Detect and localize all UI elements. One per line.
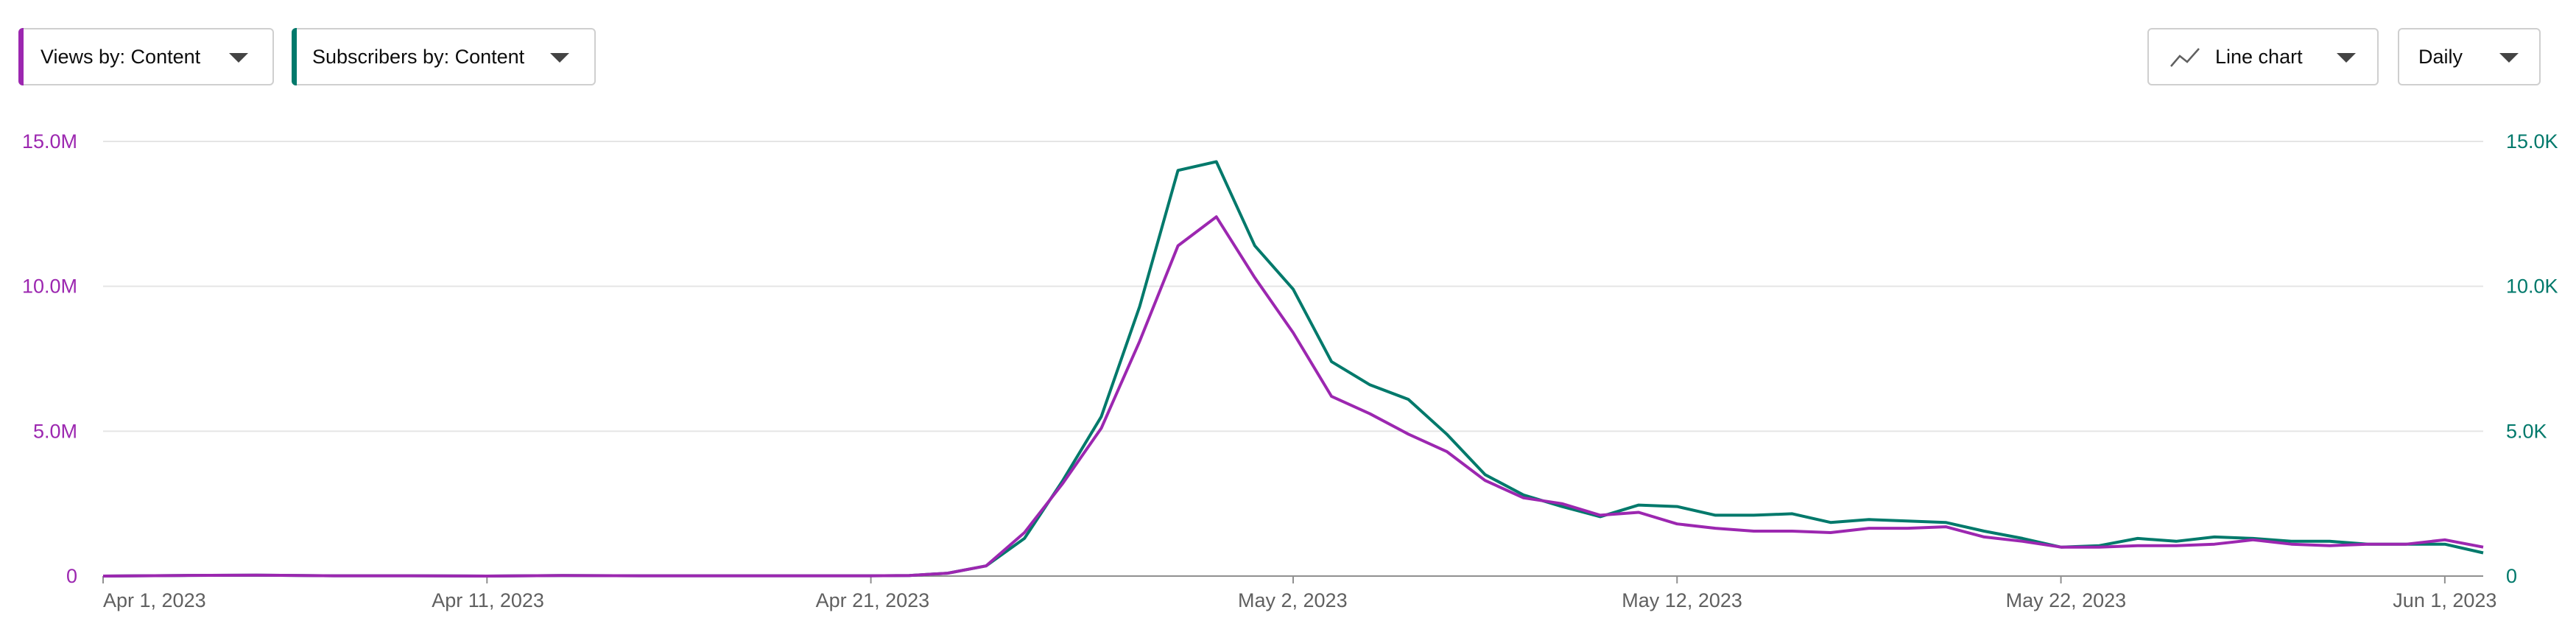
subscribers-color-accent: [292, 28, 297, 85]
x-tick-label: Jun 1, 2023: [2393, 589, 2496, 611]
y-left-tick-label: 10.0M: [22, 276, 77, 298]
y-left-tick-label: 0: [66, 565, 77, 587]
x-tick-label: May 22, 2023: [2006, 589, 2127, 611]
views-color-accent: [18, 28, 24, 85]
chart-type-dropdown[interactable]: Line chart: [2147, 28, 2379, 85]
x-tick-label: Apr 21, 2023: [816, 589, 930, 611]
views-metric-label: Views by: Content: [41, 45, 201, 68]
subscribers-series-line: [102, 160, 2484, 578]
y-right-tick-label: 5.0K: [2506, 420, 2547, 442]
chevron-down-icon: [2337, 53, 2356, 63]
period-label: Daily: [2418, 45, 2463, 68]
chevron-down-icon: [2499, 53, 2519, 63]
period-dropdown[interactable]: Daily: [2398, 28, 2541, 85]
x-tick-label: Apr 1, 2023: [103, 589, 206, 611]
y-left-tick-label: 15.0M: [22, 130, 77, 152]
chevron-down-icon: [229, 53, 248, 63]
line-chart-icon: [2170, 48, 2200, 67]
chart-type-label: Line chart: [2215, 45, 2303, 68]
y-right-tick-label: 15.0K: [2506, 130, 2558, 152]
chevron-down-icon: [550, 53, 569, 63]
views-series-line: [102, 215, 2484, 578]
y-right-tick-label: 10.0K: [2506, 276, 2558, 298]
subscribers-metric-dropdown[interactable]: Subscribers by: Content: [292, 28, 596, 85]
subscribers-metric-label: Subscribers by: Content: [312, 45, 525, 68]
y-right-tick-label: 0: [2506, 565, 2517, 587]
x-tick-label: May 2, 2023: [1238, 589, 1348, 611]
views-metric-dropdown[interactable]: Views by: Content: [18, 28, 274, 85]
x-tick-label: May 12, 2023: [1622, 589, 1742, 611]
x-tick-label: Apr 11, 2023: [432, 589, 544, 611]
y-left-tick-label: 5.0M: [33, 420, 77, 442]
